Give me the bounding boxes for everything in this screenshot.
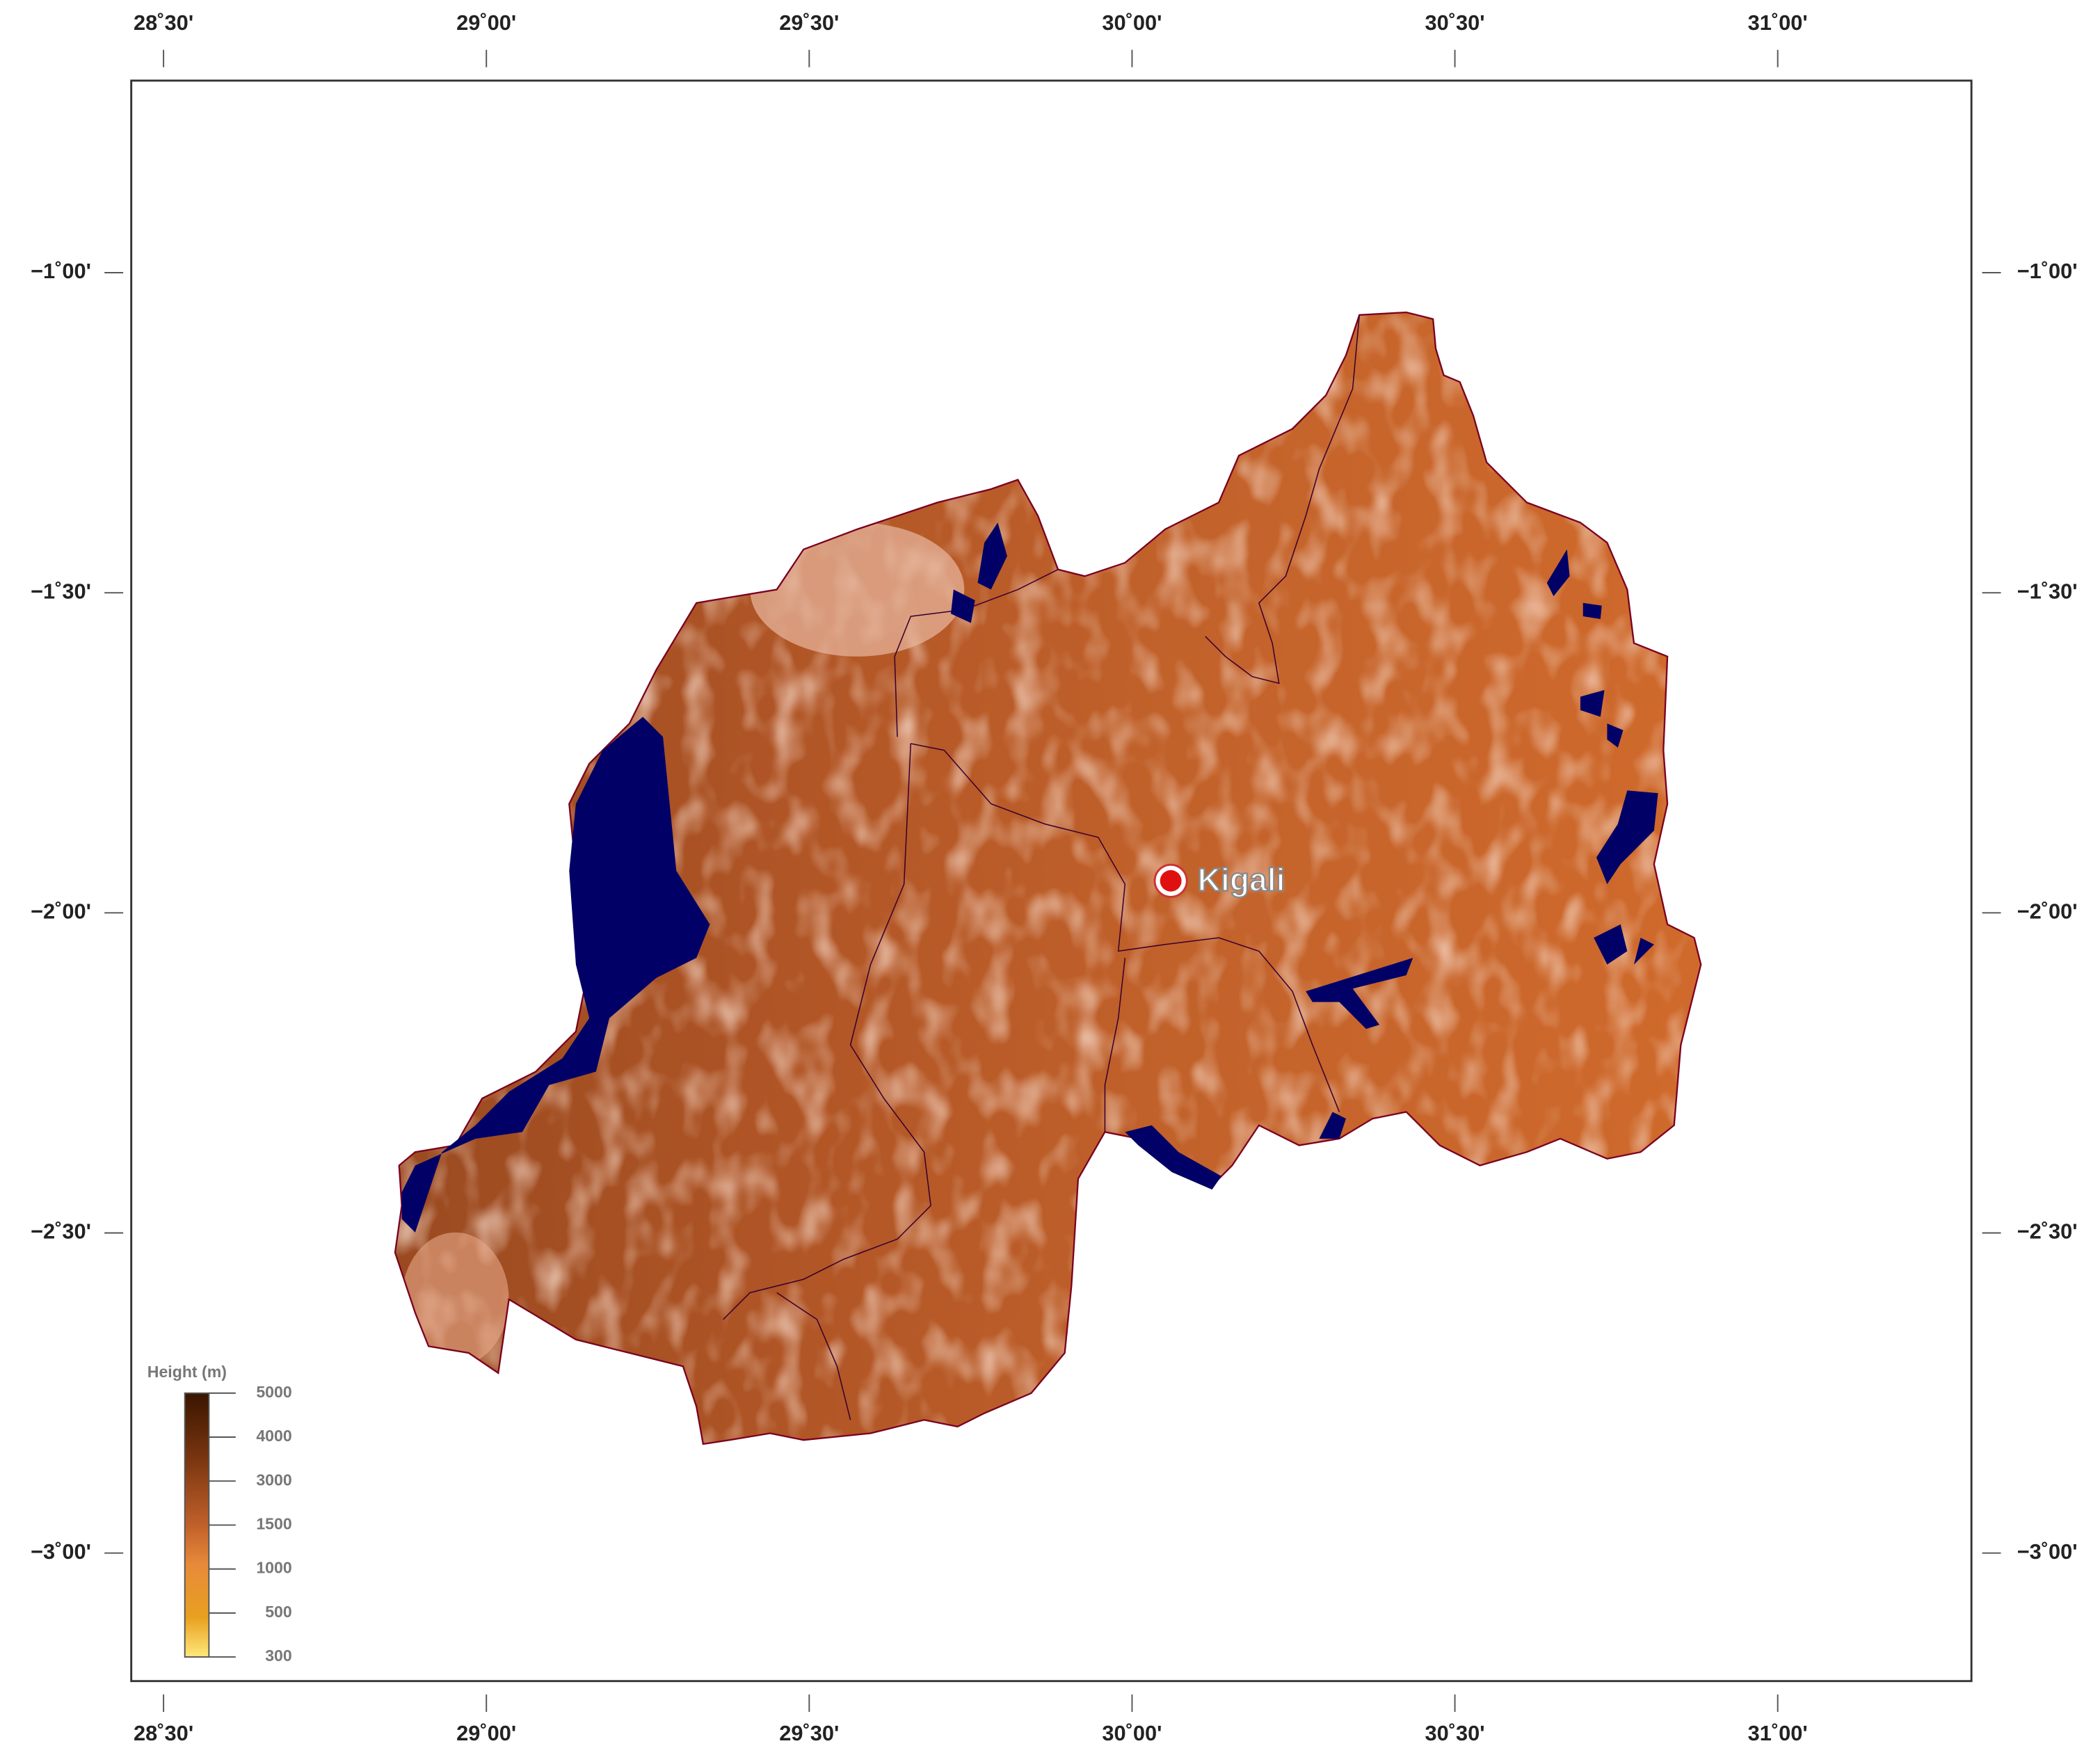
legend-label: 4000 bbox=[256, 1427, 291, 1445]
legend-title: Height (m) bbox=[147, 1363, 227, 1381]
x-tick-label: 28˚30' bbox=[134, 1721, 193, 1745]
map-frame bbox=[130, 79, 1973, 1683]
legend-label: 1500 bbox=[256, 1515, 291, 1533]
x-tick-label: 30˚30' bbox=[1425, 10, 1485, 35]
colorbar bbox=[184, 1392, 210, 1658]
legend-label: 300 bbox=[265, 1646, 292, 1665]
x-tick-label: 30˚00' bbox=[1102, 10, 1162, 35]
y-tick-label: −3˚00' bbox=[2017, 1539, 2078, 1564]
legend-label: 5000 bbox=[256, 1383, 291, 1401]
y-tick-label: −1˚00' bbox=[2017, 259, 2078, 283]
x-tick-label: 29˚30' bbox=[779, 1721, 839, 1745]
y-tick-label: −1˚30' bbox=[31, 579, 91, 603]
x-tick-label: 28˚30' bbox=[134, 10, 193, 35]
x-tick-label: 29˚30' bbox=[779, 10, 839, 35]
y-tick-label: −3˚00' bbox=[31, 1539, 91, 1564]
x-tick-label: 31˚00' bbox=[1748, 1721, 1808, 1745]
y-tick-label: −1˚00' bbox=[31, 259, 91, 283]
x-tick-label: 31˚00' bbox=[1748, 10, 1808, 35]
legend-label: 1000 bbox=[256, 1559, 291, 1577]
city-marker bbox=[1160, 870, 1182, 892]
x-tick-label: 30˚00' bbox=[1102, 1721, 1162, 1745]
x-tick-label: 30˚30' bbox=[1425, 1721, 1485, 1745]
y-tick-label: −1˚30' bbox=[2017, 579, 2078, 603]
x-tick-label: 29˚00' bbox=[456, 10, 516, 35]
y-tick-label: −2˚00' bbox=[31, 899, 91, 923]
city-label: Kigali bbox=[1198, 861, 1285, 897]
y-tick-label: −2˚30' bbox=[2017, 1219, 2078, 1244]
lakes bbox=[401, 522, 1658, 1233]
legend-label: 500 bbox=[265, 1603, 292, 1621]
legend-label: 3000 bbox=[256, 1470, 291, 1489]
x-tick-label: 29˚00' bbox=[456, 1721, 516, 1745]
y-tick-label: −2˚00' bbox=[2017, 899, 2078, 923]
y-tick-label: −2˚30' bbox=[31, 1219, 91, 1244]
